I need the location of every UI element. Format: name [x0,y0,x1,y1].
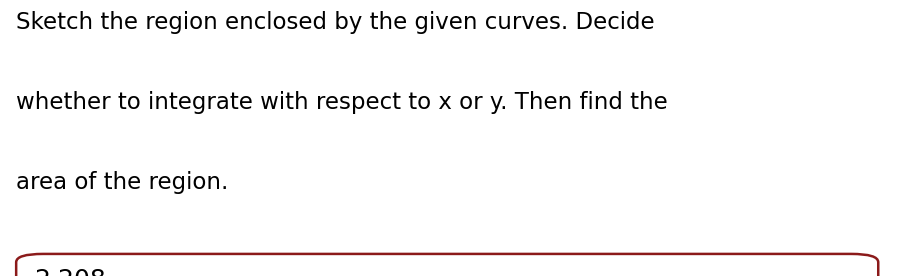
Text: 2.208: 2.208 [34,268,106,276]
Text: $2y = 4\sqrt{x},\; y = 3,\;$  and  $2y + 2x = 6$: $2y = 4\sqrt{x},\; y = 3,\;$ and $2y + 2… [16,251,436,276]
Text: area of the region.: area of the region. [16,171,228,194]
Text: Sketch the region enclosed by the given curves. Decide: Sketch the region enclosed by the given … [16,11,655,34]
FancyBboxPatch shape [16,254,878,276]
Text: whether to integrate with respect to x or y. Then find the: whether to integrate with respect to x o… [16,91,668,114]
